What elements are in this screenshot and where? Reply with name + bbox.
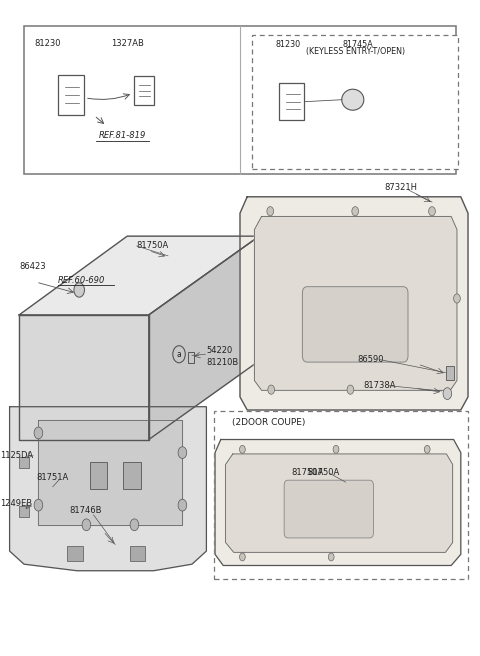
Polygon shape xyxy=(254,216,457,390)
Text: 81750A: 81750A xyxy=(137,241,169,251)
Bar xyxy=(19,457,29,468)
Text: 81750A: 81750A xyxy=(307,468,339,477)
Text: 81750A: 81750A xyxy=(291,468,324,477)
Text: 81230: 81230 xyxy=(276,40,300,49)
Text: REF.60-690: REF.60-690 xyxy=(58,276,105,285)
Circle shape xyxy=(429,207,435,216)
Bar xyxy=(90,462,107,489)
Bar xyxy=(214,411,468,579)
Polygon shape xyxy=(240,197,468,410)
Polygon shape xyxy=(215,440,461,565)
Bar xyxy=(67,546,83,561)
Text: 81751A: 81751A xyxy=(36,473,68,482)
Circle shape xyxy=(82,519,91,531)
Circle shape xyxy=(328,553,334,561)
Polygon shape xyxy=(226,454,453,552)
Bar xyxy=(446,366,454,380)
Text: 54220: 54220 xyxy=(206,346,233,356)
Bar xyxy=(188,352,194,363)
FancyBboxPatch shape xyxy=(284,480,373,538)
Text: 86590: 86590 xyxy=(358,355,384,364)
Text: 1125DA: 1125DA xyxy=(0,451,33,461)
Polygon shape xyxy=(38,420,182,525)
Circle shape xyxy=(267,207,274,216)
Text: 81738A: 81738A xyxy=(364,381,396,390)
Circle shape xyxy=(443,388,452,400)
Circle shape xyxy=(240,553,245,561)
Text: REF.81-819: REF.81-819 xyxy=(99,131,146,140)
Text: 81230: 81230 xyxy=(35,39,61,49)
Text: 1249EB: 1249EB xyxy=(0,499,32,508)
Polygon shape xyxy=(19,315,149,440)
Text: 81745A: 81745A xyxy=(342,40,373,49)
Text: a: a xyxy=(177,350,181,359)
Circle shape xyxy=(333,445,339,453)
Circle shape xyxy=(130,519,139,531)
Circle shape xyxy=(454,294,460,303)
Bar xyxy=(123,462,141,489)
Bar xyxy=(130,546,145,561)
Text: (2DOOR COUPE): (2DOOR COUPE) xyxy=(232,418,305,427)
Circle shape xyxy=(178,499,187,511)
Text: 87321H: 87321H xyxy=(384,183,417,192)
Bar xyxy=(252,35,458,169)
Circle shape xyxy=(352,207,359,216)
FancyBboxPatch shape xyxy=(302,287,408,362)
Polygon shape xyxy=(149,236,259,440)
Ellipse shape xyxy=(342,89,364,110)
Text: 86423: 86423 xyxy=(19,262,46,272)
Circle shape xyxy=(424,445,430,453)
Circle shape xyxy=(34,427,43,439)
Bar xyxy=(19,506,29,517)
Circle shape xyxy=(34,499,43,511)
Bar xyxy=(24,26,456,174)
Text: 81746B: 81746B xyxy=(70,506,102,515)
Text: 1327AB: 1327AB xyxy=(111,39,144,49)
Circle shape xyxy=(178,447,187,459)
Polygon shape xyxy=(10,407,206,571)
Circle shape xyxy=(240,445,245,453)
Polygon shape xyxy=(19,236,259,315)
Text: (KEYLESS ENTRY-T/OPEN): (KEYLESS ENTRY-T/OPEN) xyxy=(306,47,405,56)
Circle shape xyxy=(74,283,84,297)
Circle shape xyxy=(268,385,275,394)
Circle shape xyxy=(347,385,354,394)
Text: 81210B: 81210B xyxy=(206,358,239,367)
